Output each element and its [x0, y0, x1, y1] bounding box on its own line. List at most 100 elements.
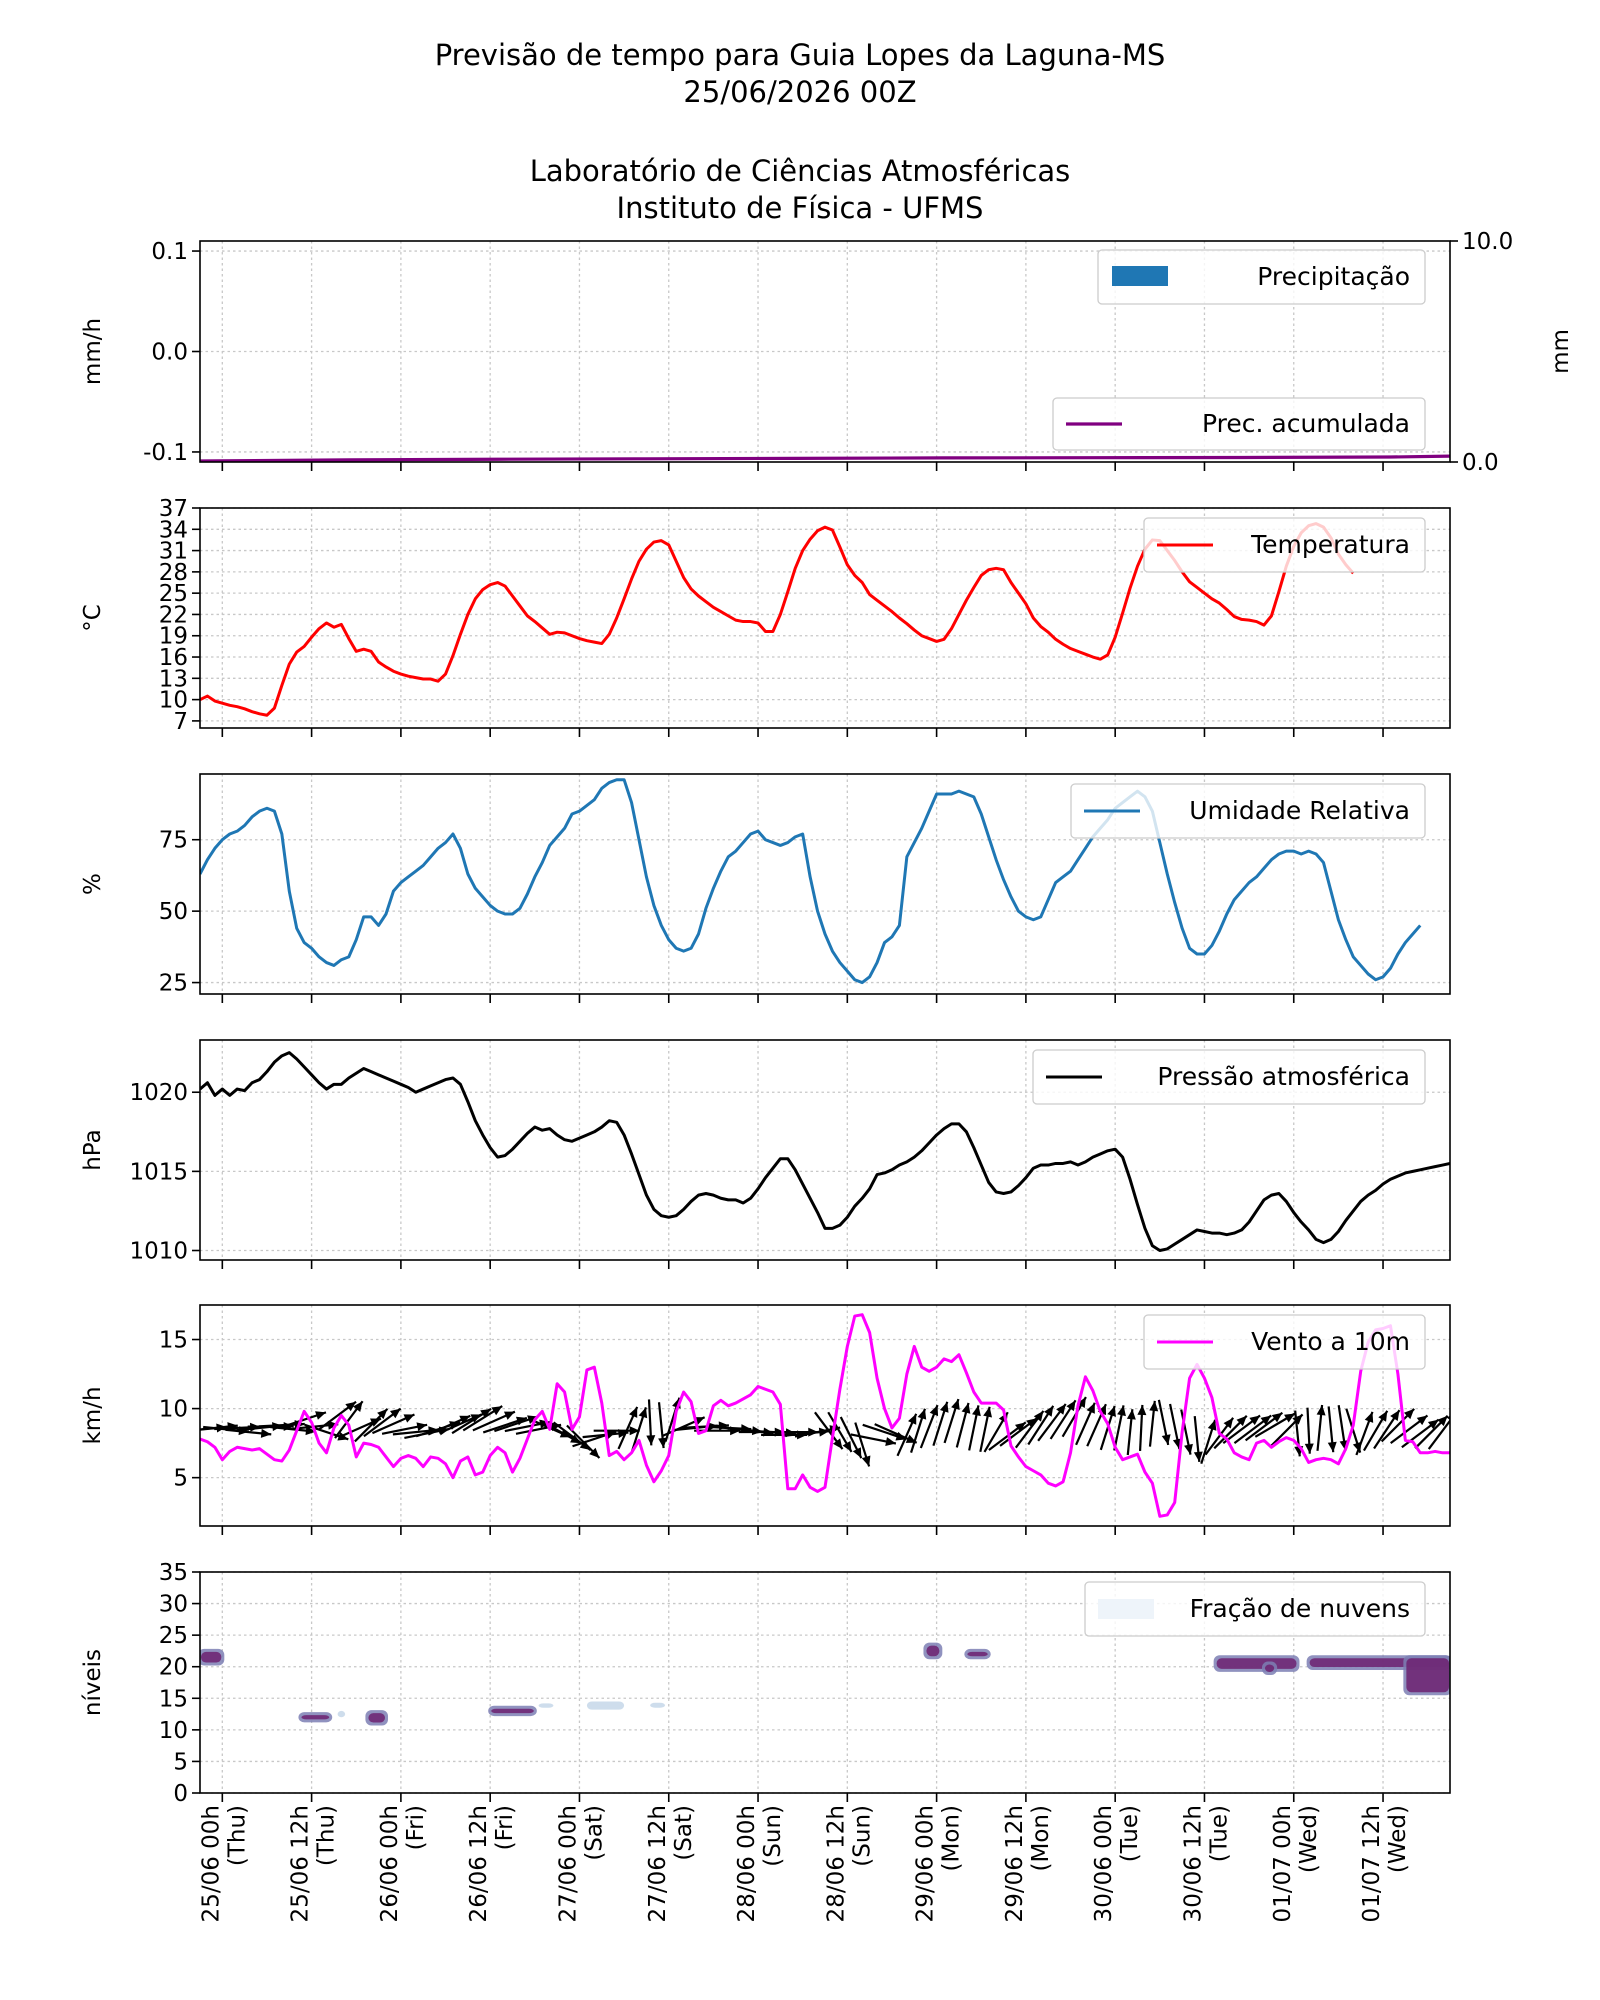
wind-arrow-head — [961, 1402, 971, 1414]
y-tick-label: 25 — [159, 581, 188, 607]
x-tick-day: (Fri) — [403, 1805, 429, 1850]
x-axis-labels: 25/06 00h (Thu) 25/06 12h (Thu) 26/06 00h (Fr… — [198, 1805, 1411, 1922]
legend-label: Precipitação — [1257, 262, 1410, 291]
cloud-blob-core — [368, 1713, 386, 1723]
x-tick-label: 26/06 12h — [466, 1805, 492, 1922]
wind-arrow — [593, 1426, 640, 1436]
wind-arrow-head — [629, 1426, 640, 1436]
cloud-blob — [337, 1710, 346, 1718]
legend-precip: Precipitação — [1097, 249, 1426, 305]
wind-arrow — [1137, 1404, 1147, 1451]
wind-arrow-head — [842, 1440, 852, 1452]
wind-arrow — [932, 1401, 949, 1447]
panel-cloud-fraction: 0 5 10 15 20 25 30 35 níveis Fração de nuvens — [80, 1560, 1451, 1807]
legend-label: Pressão atmosférica — [1157, 1062, 1410, 1091]
wind-arrow — [381, 1422, 428, 1435]
wind-arrow-head — [377, 1408, 388, 1420]
y-tick-label: 10 — [159, 1718, 188, 1744]
x-tick-label: 29/06 00h — [913, 1805, 939, 1922]
wind-arrow-head — [1117, 1405, 1126, 1417]
wind-arrow-head — [1086, 1402, 1095, 1414]
x-tick-label-group: 27/06 00h (Sat) — [555, 1805, 607, 1922]
accum-line — [200, 454, 1450, 462]
y-tick-label: 15 — [159, 1686, 188, 1712]
x-tick-day: (Mon) — [939, 1805, 965, 1871]
x-tick-label-group: 01/07 12h (Wed) — [1359, 1805, 1411, 1922]
y-tick-label: 50 — [159, 899, 188, 925]
x-tick-day: (Mon) — [1028, 1805, 1054, 1871]
x-tick-label-group: 29/06 12h (Mon) — [1002, 1805, 1054, 1922]
wind-arrow — [1373, 1409, 1401, 1450]
wind-arrow-head — [983, 1406, 993, 1418]
wind-arrow-head — [1416, 1415, 1428, 1426]
cloud-blob-thin — [650, 1702, 666, 1708]
x-tick-day: (Fri) — [492, 1805, 518, 1850]
wind-arrow-head — [315, 1411, 326, 1420]
legend-box — [1097, 249, 1426, 305]
wind-arrow — [1204, 1417, 1235, 1456]
wind-arrow-head — [1014, 1422, 1026, 1433]
legend-box — [1143, 517, 1426, 573]
wind-arrow-head — [1066, 1400, 1076, 1412]
wind-arrow-head — [832, 1438, 843, 1450]
wind-arrow — [1254, 1412, 1296, 1438]
wind-arrow — [814, 1411, 844, 1450]
wind-arrow — [1233, 1414, 1272, 1444]
y-tick-label: 1015 — [129, 1159, 188, 1185]
wind-arrow-head — [908, 1413, 917, 1425]
y-tick-label: 34 — [159, 517, 188, 543]
wind-arrow — [910, 1408, 927, 1453]
wind-arrow-head — [1107, 1405, 1116, 1417]
x-tick-label-group: 26/06 00h (Fri) — [377, 1805, 429, 1922]
wind-arrow — [1390, 1414, 1429, 1444]
x-tick-day: (Wed) — [1296, 1805, 1322, 1873]
x-tick-day: (Wed) — [1385, 1805, 1411, 1873]
y-axis-label: hPa — [80, 1129, 106, 1171]
wind-arrow — [1157, 1399, 1171, 1446]
wind-arrow-head — [939, 1401, 949, 1413]
cloud-blob — [1403, 1655, 1450, 1696]
x-tick-day: (Sat) — [671, 1805, 697, 1861]
wind-arrow — [1061, 1396, 1087, 1438]
y-tick-label: 19 — [159, 624, 188, 650]
cloud-blob — [365, 1710, 389, 1726]
y2-axis-label: mm — [1548, 329, 1574, 374]
wind-arrow-head — [1427, 1419, 1439, 1430]
wind-arrow-head — [1161, 1434, 1171, 1445]
wind-arrow — [1327, 1406, 1337, 1453]
wind-arrow — [1037, 1403, 1067, 1442]
wind-arrow-head — [818, 1427, 830, 1437]
wind-arrow-head — [1378, 1410, 1388, 1422]
wind-arrow-head — [628, 1406, 638, 1418]
wind-arrow — [354, 1408, 389, 1443]
legend-temperature: Temperatura — [1143, 517, 1426, 573]
cloud-blob — [1261, 1661, 1278, 1676]
wind-arrow-head — [353, 1401, 363, 1412]
cloud-blob-thin — [538, 1703, 554, 1708]
y-axis-label: mm/h — [80, 318, 106, 385]
cloud-blob — [964, 1648, 991, 1660]
wind-arrow — [943, 1398, 960, 1444]
axes-frame — [199, 1039, 1451, 1261]
x-tick-label-group: 28/06 00h (Sun) — [734, 1805, 786, 1922]
x-tick-label: 30/06 12h — [1180, 1805, 1206, 1922]
wind-arrow-head — [1364, 1411, 1374, 1423]
x-tick-label-group: 01/07 00h (Wed) — [1270, 1805, 1322, 1922]
wind-arrow — [1086, 1403, 1107, 1447]
y-tick-label: 0.0 — [151, 340, 188, 366]
wind-arrow — [646, 1399, 656, 1446]
wind-arrow-head — [345, 1401, 357, 1412]
x-tick-label: 01/07 00h — [1270, 1805, 1296, 1922]
wind-arrow-head — [951, 1399, 960, 1410]
wind-arrow-head — [389, 1408, 401, 1419]
figure-title-line2: 25/06/2026 00Z — [683, 75, 916, 109]
cloud-blob-thin — [337, 1710, 346, 1718]
wind-arrow — [850, 1433, 897, 1446]
wind-arrow-head — [1184, 1443, 1193, 1455]
wind-arrow-head — [1137, 1404, 1147, 1416]
wind-arrow-head — [459, 1415, 471, 1425]
x-tick-label-group: 29/06 00h (Mon) — [913, 1805, 965, 1922]
wind-arrow — [1049, 1399, 1077, 1440]
relative-humidity-line — [200, 778, 1422, 985]
wind-arrow — [292, 1420, 339, 1430]
